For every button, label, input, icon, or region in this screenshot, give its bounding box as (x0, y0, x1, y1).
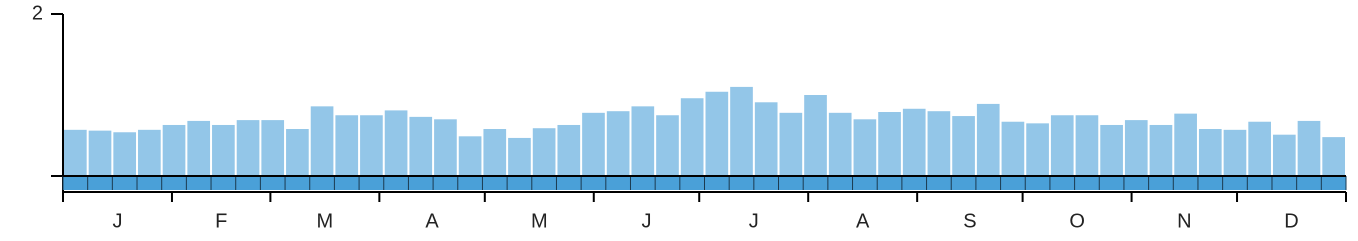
bar (187, 120, 211, 176)
bar (261, 120, 285, 176)
bar (64, 129, 87, 176)
x-tick-label: J (112, 210, 122, 232)
x-tick-label: J (642, 210, 652, 232)
bar (680, 98, 704, 176)
bar (409, 116, 433, 176)
x-tick-label: A (425, 210, 439, 232)
bar (310, 106, 334, 176)
bar (804, 95, 827, 176)
bar (902, 108, 926, 176)
x-tick-label: O (1069, 210, 1085, 232)
bar (1322, 137, 1345, 176)
bar (1223, 129, 1247, 176)
x-tick-label: D (1284, 210, 1298, 232)
x-tick-label: A (856, 210, 870, 232)
x-tick-label: S (963, 210, 976, 232)
bar (384, 110, 408, 176)
bar (236, 120, 260, 176)
x-tick-label: F (215, 210, 227, 232)
bar (779, 112, 803, 176)
bar (434, 119, 457, 176)
bar (1198, 129, 1222, 176)
bar (730, 86, 753, 176)
bar (483, 129, 507, 176)
bar (1272, 134, 1296, 176)
x-tick-label: N (1177, 210, 1191, 232)
bar (754, 102, 778, 176)
bar (1149, 124, 1173, 176)
bar (582, 112, 605, 176)
bar (853, 119, 877, 176)
bar (952, 116, 975, 176)
bar (878, 112, 901, 176)
bar (532, 128, 556, 176)
bar (1297, 120, 1321, 176)
bar (1050, 115, 1074, 176)
bar (828, 112, 852, 176)
bar (138, 129, 161, 176)
bar (606, 111, 630, 176)
x-tick-label: M (531, 210, 548, 232)
bar (88, 130, 112, 176)
bar (162, 124, 186, 176)
bar (631, 106, 655, 176)
bar (113, 132, 137, 176)
bar (557, 124, 581, 176)
x-tick-label: J (749, 210, 759, 232)
bar (508, 137, 531, 176)
bar (212, 124, 235, 176)
bar (458, 136, 482, 176)
bar (360, 115, 383, 176)
chart: 2 J F M A M J J A S O N D (32, 2, 1347, 232)
bar (1124, 120, 1148, 176)
bar (1075, 115, 1099, 176)
bar (705, 91, 729, 176)
x-tick-label: M (317, 210, 334, 232)
bar (335, 115, 359, 176)
bar (976, 103, 1000, 176)
y-tick-label: 2 (32, 2, 43, 24)
bar (656, 115, 679, 176)
bar (286, 129, 309, 176)
bar (1174, 113, 1197, 176)
bar (1248, 121, 1271, 176)
bar (1001, 121, 1025, 176)
bar (1026, 123, 1049, 176)
bar (927, 111, 951, 176)
bar (1100, 124, 1123, 176)
